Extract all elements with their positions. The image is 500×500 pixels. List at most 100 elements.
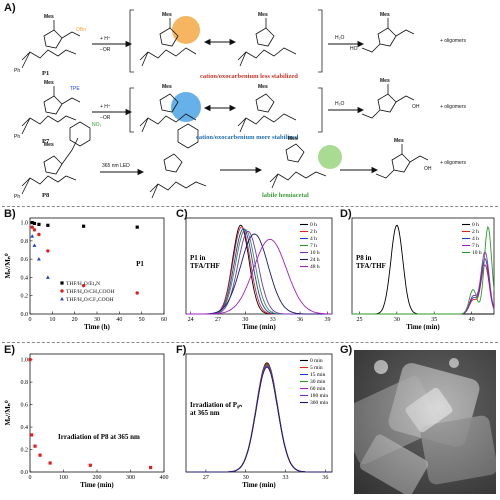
data-point	[149, 465, 153, 470]
y-tick-label: 0.2	[21, 294, 29, 300]
data-point	[88, 463, 92, 467]
structure-cation-2a	[139, 93, 197, 133]
legend-entry: 7 h	[310, 243, 317, 249]
x-tick-label: 33	[283, 475, 289, 481]
y-tick-label: 0.0	[21, 312, 29, 318]
legend-entry: 30 min	[310, 379, 326, 385]
x-axis-label: Time (min)	[242, 481, 276, 489]
x-tick-label: 27	[215, 317, 221, 323]
legend-entry: 0 h	[472, 222, 479, 228]
data-point	[45, 275, 50, 279]
structure-product-3	[375, 144, 429, 179]
data-point	[33, 444, 37, 448]
ho-label-1: HO	[350, 46, 358, 52]
sem-micrograph	[354, 350, 496, 494]
data-point	[46, 223, 50, 227]
y-axis-label: Mₙᵗ/Mₙ⁰	[4, 253, 12, 278]
x-tick-label: 27	[203, 475, 209, 481]
mes-label-p8: Mes	[44, 142, 54, 148]
mes-label-p7: Mes	[44, 80, 54, 86]
y-tick-label: 0.6	[21, 257, 29, 263]
legend-entry: THF/H₂O/CH₃COOH	[66, 289, 114, 295]
legend-entry: THF/H₂O/Et₃N	[66, 281, 100, 287]
data-point	[60, 297, 64, 301]
ph-label-2: Ph	[14, 134, 21, 140]
y-tick-label: 0.4	[21, 425, 29, 431]
x-tick-label: 200	[93, 475, 102, 481]
panel-label-g: G)	[340, 344, 353, 356]
oh-label-2: OH	[412, 104, 420, 110]
legend-entry: 24 h	[310, 257, 320, 263]
x-tick-label: 36	[297, 317, 303, 323]
ph-label-1: Ph	[14, 68, 21, 74]
y-tick-label: 0.8	[21, 380, 29, 386]
legend-entry: 5 min	[310, 365, 323, 371]
reagent-h-2: + H⁺	[100, 104, 111, 110]
compound-p7: P7	[42, 138, 50, 145]
inset-compound-label: P1	[136, 260, 144, 268]
data-point	[60, 281, 64, 285]
water-label-2: H₂O	[335, 101, 345, 107]
x-tick-label: 400	[160, 475, 169, 481]
panel-label-b: B)	[4, 208, 16, 220]
trace-48h	[186, 238, 332, 315]
reagent-h-1: + H⁺	[100, 36, 111, 42]
separator-2	[2, 342, 498, 343]
hemiacetal-highlight-green	[318, 145, 342, 169]
x-tick-label: 100	[59, 475, 68, 481]
x-tick-label: 40	[116, 317, 122, 323]
x-tick-label: 33	[270, 317, 276, 323]
x-tick-label: 25	[356, 317, 362, 323]
caption-less-stabilized: cation/oxocarbenium less stabilized	[200, 73, 298, 80]
mes-label-c1b: Mes	[258, 12, 268, 18]
plot-annotation: at 365 nm	[190, 409, 220, 417]
x-tick-label: 36	[322, 475, 328, 481]
structure-p8	[21, 121, 91, 195]
structure-intermediate-3a	[149, 123, 207, 199]
legend-entry: 4 h	[310, 236, 317, 242]
x-axis-label: Time (min)	[242, 323, 276, 331]
x-axis-label: Time (min)	[80, 481, 114, 489]
oligomers-2: + oligomers	[440, 104, 466, 110]
y-tick-label: 0.6	[21, 403, 29, 409]
oxocarbenium-highlight-orange	[172, 16, 200, 44]
x-tick-label: 0	[29, 475, 32, 481]
data-point	[38, 453, 42, 457]
tpe-substituent: TPE	[70, 86, 80, 92]
legend-entry: 0 min	[310, 358, 323, 364]
oxocarbenium-highlight-blue	[171, 92, 201, 122]
x-tick-label: 30	[243, 475, 249, 481]
chart-e-irradiation: 0 100 200 300 400 0.0 0.2 0.4 0.6 0.8 1.0 Time (min…	[4, 353, 169, 489]
plot-annotation: Irradiation of P8 at 365 nm	[58, 433, 140, 441]
x-tick-label: 20	[72, 317, 78, 323]
legend-entry: 10 h	[472, 250, 482, 256]
data-point	[30, 433, 34, 437]
x-tick-label: 35	[431, 317, 437, 323]
x-axis-label: Time (h)	[84, 323, 110, 331]
y-tick-label: 0.4	[21, 275, 29, 281]
legend-entry: 360 min	[310, 400, 328, 406]
legend-entry: 2 h	[472, 229, 479, 235]
x-tick-label: 50	[139, 317, 145, 323]
reagent-or-2: −OR	[100, 115, 111, 121]
mes-label-c1a: Mes	[162, 12, 172, 18]
water-label-1: H₂O	[335, 35, 345, 41]
structure-product-1	[361, 18, 415, 53]
structure-cation-2b	[237, 93, 297, 133]
no2-substituent: NO₂	[92, 122, 102, 128]
legend-entry: 0 h	[310, 222, 317, 228]
data-point	[82, 224, 86, 228]
mes-label-prod1: Mes	[380, 12, 390, 18]
reagent-or-1: −OR	[100, 47, 111, 53]
oligomers-1: + oligomers	[440, 38, 466, 44]
x-tick-label: 30	[242, 317, 248, 323]
x-axis-label: Time (min)	[406, 323, 440, 331]
data-point	[135, 291, 139, 295]
caption-more-stabilized: cation/oxocarbenium more stabilized	[196, 134, 299, 141]
legend-entry: 60 min	[310, 386, 326, 392]
mes-label-c3: Mes	[288, 136, 298, 142]
data-point	[32, 228, 37, 232]
data-point	[32, 221, 37, 226]
plot-frame	[29, 353, 165, 473]
legend-entry: 2 h	[310, 229, 317, 235]
